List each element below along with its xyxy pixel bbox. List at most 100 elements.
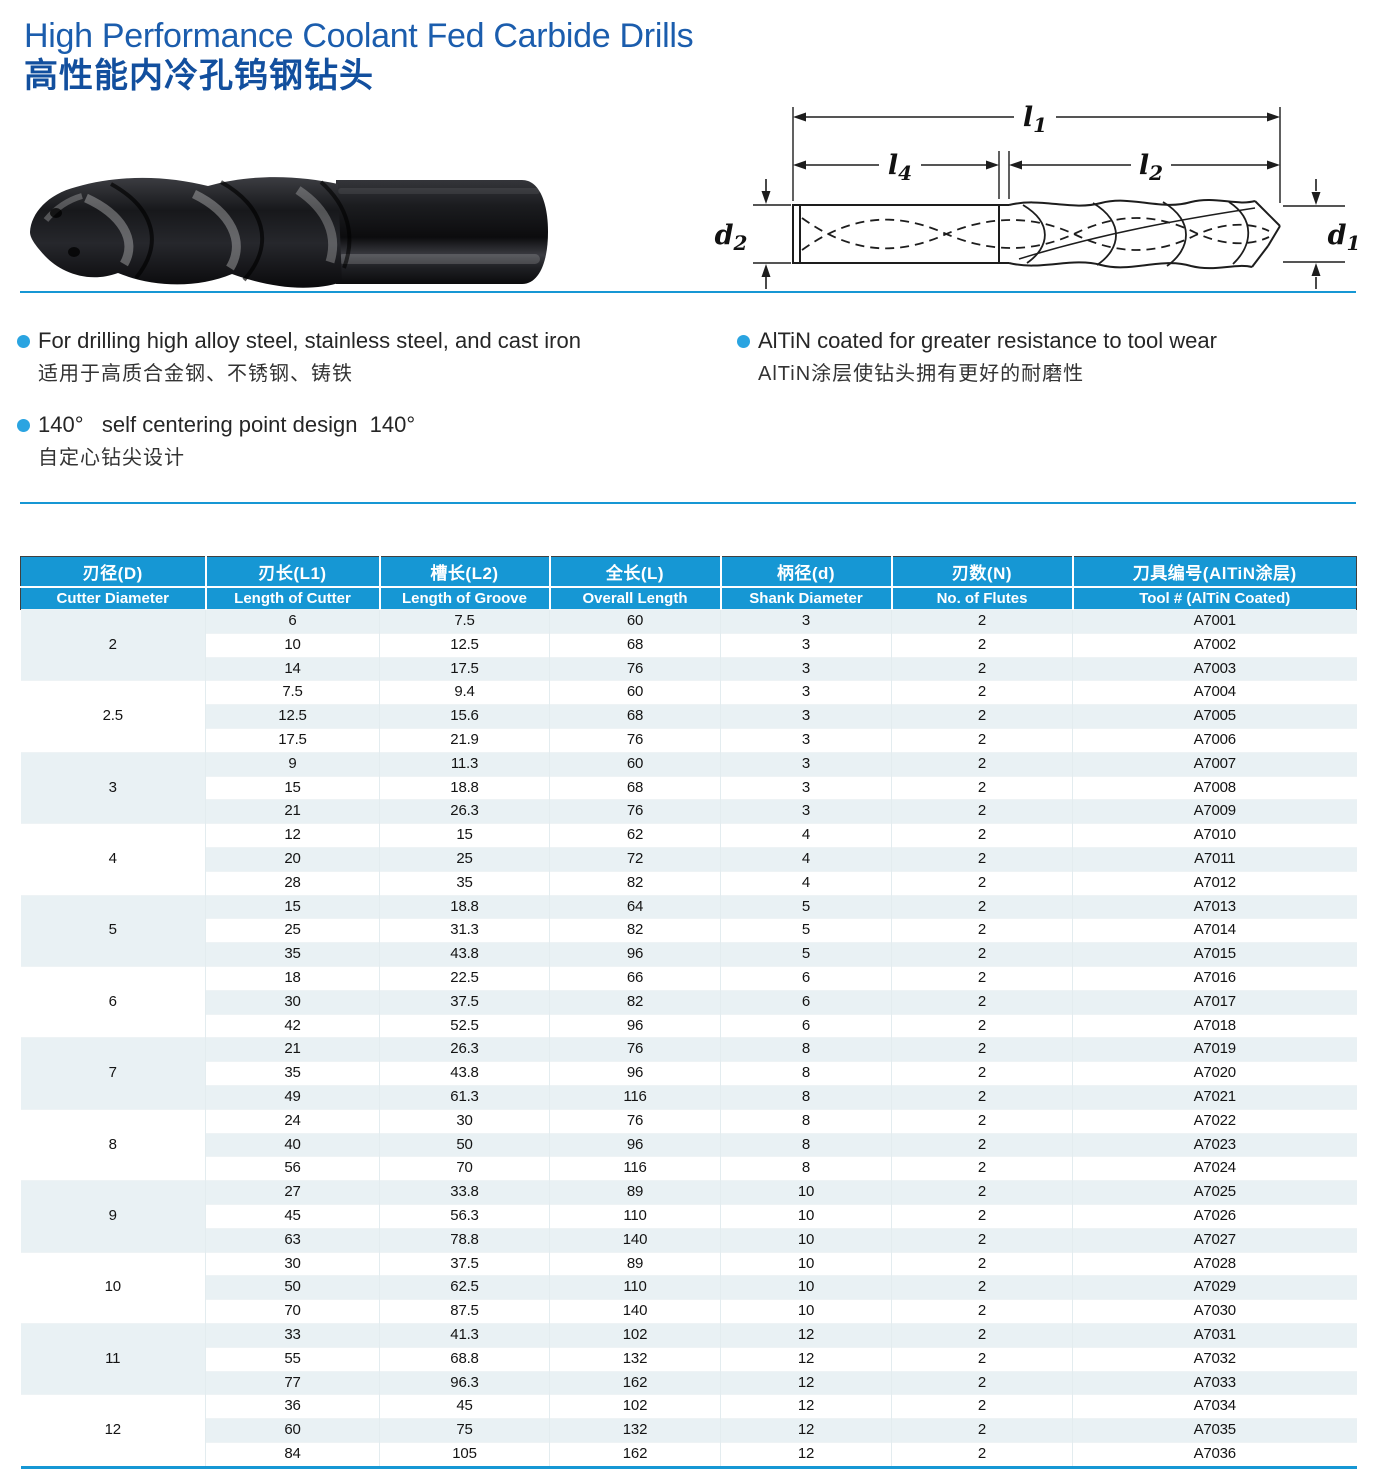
table-row: 42 52.5 96 6 2 A7018: [21, 1013, 1357, 1038]
feature-text-en: For drilling high alloy steel, stainless…: [38, 328, 581, 353]
cell-cutter-diameter: 9: [20, 1180, 206, 1253]
cell-length-of-cutter: 27: [205, 1180, 380, 1205]
cell-tool-number: A7016: [1072, 965, 1357, 991]
cell-length-of-groove: 56.3: [379, 1203, 550, 1229]
cell-overall-length: 102: [549, 1322, 721, 1348]
cell-no-of-flutes: 2: [891, 656, 1073, 681]
cell-tool-number: A7023: [1072, 1132, 1357, 1157]
cell-tool-number: A7036: [1072, 1441, 1357, 1468]
cell-tool-number: A7001: [1072, 609, 1357, 634]
column-header-en-1: Length of Cutter: [204, 586, 380, 610]
feature-item-applications: For drilling high alloy steel, stainless…: [17, 326, 698, 388]
cell-length-of-groove: 70: [379, 1156, 550, 1181]
cell-length-of-cutter: 9: [205, 751, 380, 777]
column-header-zh-4: 柄径(d): [719, 556, 892, 587]
cell-length-of-cutter: 15: [205, 894, 380, 919]
table-row: 56 70 116 8 2 A7024: [21, 1156, 1357, 1181]
table-row: 20 25 72 4 2 A7011: [21, 846, 1357, 872]
cell-tool-number: A7012: [1072, 870, 1357, 896]
cell-length-of-cutter: 14: [205, 656, 380, 681]
cell-shank-diameter: 12: [720, 1346, 892, 1371]
cell-length-of-groove: 105: [379, 1441, 550, 1468]
cell-overall-length: 82: [549, 989, 721, 1015]
cell-shank-diameter: 12: [720, 1418, 892, 1443]
cell-length-of-groove: 17.5: [379, 656, 550, 681]
cell-no-of-flutes: 2: [891, 775, 1073, 800]
cell-shank-diameter: 12: [720, 1441, 892, 1468]
cell-tool-number: A7034: [1072, 1394, 1357, 1419]
cell-overall-length: 140: [549, 1227, 721, 1253]
cell-no-of-flutes: 2: [891, 1061, 1073, 1086]
cell-no-of-flutes: 2: [891, 1203, 1073, 1229]
cell-length-of-groove: 15.6: [379, 704, 550, 729]
cell-length-of-cutter: 70: [205, 1299, 380, 1324]
cell-no-of-flutes: 2: [891, 1108, 1073, 1134]
cell-length-of-groove: 35: [379, 870, 550, 896]
cell-no-of-flutes: 2: [891, 1418, 1073, 1443]
cell-no-of-flutes: 2: [891, 1013, 1073, 1038]
cell-overall-length: 96: [549, 1061, 721, 1086]
page-title-zh: 高性能内冷孔钨钢钻头: [24, 57, 374, 95]
cell-shank-diameter: 3: [720, 609, 892, 634]
table-head: 刃径(D) 刃长(L1) 槽长(L2) 全长(L) 柄径(d) 刃数(N) 刀具编号(AlT…: [20, 556, 1357, 610]
cell-tool-number: A7027: [1072, 1227, 1357, 1253]
cell-shank-diameter: 4: [720, 846, 892, 872]
cell-tool-number: A7019: [1072, 1037, 1357, 1062]
cell-shank-diameter: 12: [720, 1370, 892, 1395]
cell-length-of-cutter: 30: [205, 1251, 380, 1276]
dim-label-l1: l: [1023, 102, 1033, 133]
table-row: 77 96.3 162 12 2 A7033: [21, 1370, 1357, 1395]
cell-cutter-diameter: 2.5: [20, 680, 206, 753]
cell-no-of-flutes: 2: [891, 894, 1073, 919]
dim-label-d1: d: [1328, 220, 1347, 251]
product-photo: [30, 177, 548, 288]
cell-shank-diameter: 4: [720, 823, 892, 848]
cell-length-of-groove: 15: [379, 823, 550, 848]
table-row: 40 50 96 8 2 A7023: [21, 1132, 1357, 1157]
table-body: 2 6 7.5 60 3 2 A7001 10 12.5 68 3 2 A7002 14 17.5 76 3 2 A…: [20, 608, 1357, 1468]
feature-text-en: AlTiN coated for greater resistance to t…: [758, 328, 1217, 353]
cell-length-of-cutter: 63: [205, 1227, 380, 1253]
cell-shank-diameter: 10: [720, 1227, 892, 1253]
cell-overall-length: 60: [549, 680, 721, 705]
column-header-en-5: No. of Flutes: [890, 586, 1073, 610]
cell-length-of-cutter: 35: [205, 1061, 380, 1086]
cell-overall-length: 140: [549, 1299, 721, 1324]
column-header-en-6: Tool # (AlTiN Coated): [1071, 586, 1357, 610]
cell-length-of-groove: 45: [379, 1394, 550, 1419]
cell-length-of-cutter: 28: [205, 870, 380, 896]
cell-no-of-flutes: 2: [891, 1132, 1073, 1157]
cell-overall-length: 68: [549, 632, 721, 658]
column-header-en-4: Shank Diameter: [719, 586, 892, 610]
cell-tool-number: A7015: [1072, 942, 1357, 967]
table-row: 45 56.3 110 10 2 A7026: [21, 1203, 1357, 1229]
cell-shank-diameter: 8: [720, 1084, 892, 1110]
cell-tool-number: A7035: [1072, 1418, 1357, 1443]
table-row: 11 33 41.3 102 12 2 A7031: [20, 1322, 1357, 1395]
page-title-en: High Performance Coolant Fed Carbide Dri…: [24, 17, 694, 55]
cell-no-of-flutes: 2: [891, 1394, 1073, 1419]
cell-tool-number: A7032: [1072, 1346, 1357, 1371]
table-row: 8 24 30 76 8 2 A7022: [20, 1108, 1357, 1181]
cell-no-of-flutes: 2: [891, 1322, 1073, 1348]
column-header-zh-5: 刃数(N): [890, 556, 1073, 587]
table-row: 49 61.3 116 8 2 A7021: [21, 1084, 1357, 1110]
table-row: 35 43.8 96 8 2 A7020: [21, 1061, 1357, 1086]
cell-tool-number: A7009: [1072, 799, 1357, 824]
cell-no-of-flutes: 2: [891, 846, 1073, 872]
cell-overall-length: 68: [549, 704, 721, 729]
dimension-lines: [753, 112, 1345, 289]
cell-length-of-groove: 43.8: [379, 1061, 550, 1086]
cell-length-of-cutter: 49: [205, 1084, 380, 1110]
cell-no-of-flutes: 2: [891, 632, 1073, 658]
cell-shank-diameter: 5: [720, 942, 892, 967]
cell-length-of-cutter: 84: [205, 1441, 380, 1468]
cell-length-of-cutter: 42: [205, 1013, 380, 1038]
table-row: 63 78.8 140 10 2 A7027: [21, 1227, 1357, 1253]
cell-length-of-groove: 75: [379, 1418, 550, 1443]
cell-length-of-cutter: 15: [205, 775, 380, 800]
cell-shank-diameter: 3: [720, 680, 892, 705]
cell-overall-length: 110: [549, 1275, 721, 1300]
cell-tool-number: A7029: [1072, 1275, 1357, 1300]
table-row: 25 31.3 82 5 2 A7014: [21, 918, 1357, 943]
